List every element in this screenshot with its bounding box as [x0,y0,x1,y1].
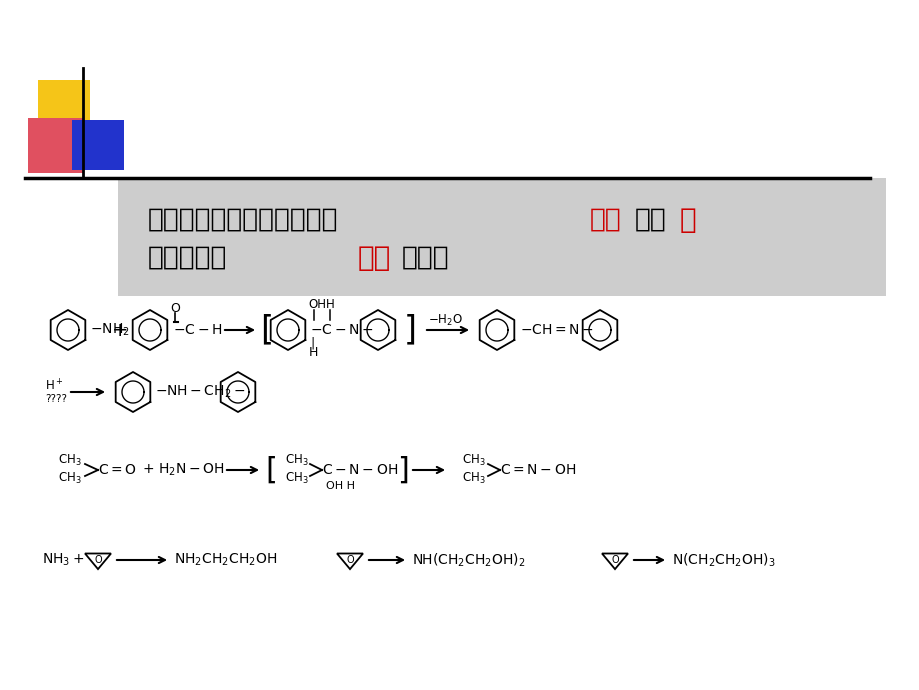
Text: $\mathregular{-NH-CH_2-}$: $\mathregular{-NH-CH_2-}$ [154,384,245,400]
Text: $\mathregular{C=O}$: $\mathregular{C=O}$ [98,463,137,477]
Text: OH H: OH H [325,481,355,491]
Text: ]: ] [403,313,416,346]
Text: O: O [94,555,102,565]
Text: $\mathregular{N(CH_2CH_2OH)_3}$: $\mathregular{N(CH_2CH_2OH)_3}$ [671,551,775,569]
Text: $\mathregular{CH_3}$: $\mathregular{CH_3}$ [58,471,82,486]
Text: 反应。: 反应。 [402,245,449,271]
Text: $\mathregular{-H_2O}$: $\mathregular{-H_2O}$ [427,313,462,328]
Text: O: O [610,555,618,565]
Text: $\mathregular{-NH_2}$: $\mathregular{-NH_2}$ [90,322,130,338]
Text: 氨与双键（或环氧化合物）: 氨与双键（或环氧化合物） [148,207,338,233]
Text: $\mathregular{-C-H}$: $\mathregular{-C-H}$ [173,323,222,337]
Text: [: [ [265,455,277,484]
Text: 生成: 生成 [634,207,666,233]
Text: $\mathregular{C=N-OH}$: $\mathregular{C=N-OH}$ [499,463,575,477]
Text: $\mathregular{CH_3}$: $\mathregular{CH_3}$ [285,471,309,486]
Text: $\mathregular{H^+}$: $\mathregular{H^+}$ [45,378,63,394]
Text: 胺化: 胺化 [357,244,391,272]
Text: O: O [170,302,180,315]
Text: $\mathregular{-CH=N-}$: $\mathregular{-CH=N-}$ [519,323,594,337]
Text: $\mathregular{-C-N-}$: $\mathregular{-C-N-}$ [310,323,373,337]
Text: $\mathregular{CH_3}$: $\mathregular{CH_3}$ [285,453,309,468]
Text: [: [ [260,313,273,346]
Text: 胺: 胺 [679,206,696,234]
Text: 的反应叫做: 的反应叫做 [148,245,227,271]
Text: $\mathregular{C-N-OH}$: $\mathregular{C-N-OH}$ [322,463,398,477]
Text: $\mathregular{+\ H_2N-OH}$: $\mathregular{+\ H_2N-OH}$ [142,462,224,478]
Text: $\mathregular{CH_3}$: $\mathregular{CH_3}$ [58,453,82,468]
Text: OHH: OHH [308,297,335,310]
Text: |: | [311,337,315,350]
Text: $\mathregular{NH_2CH_2CH_2OH}$: $\mathregular{NH_2CH_2CH_2OH}$ [174,552,277,568]
Text: O: O [346,555,354,565]
Text: +: + [111,320,128,339]
Text: H: H [308,346,317,359]
FancyBboxPatch shape [72,120,124,170]
Text: ????: ???? [45,394,67,404]
FancyBboxPatch shape [118,178,885,296]
FancyBboxPatch shape [28,118,83,173]
Text: $\mathregular{NH_3+}$: $\mathregular{NH_3+}$ [42,552,85,568]
Text: $\mathregular{CH_3}$: $\mathregular{CH_3}$ [461,453,485,468]
FancyBboxPatch shape [38,80,90,132]
Text: ]: ] [397,455,408,484]
Text: $\mathregular{CH_3}$: $\mathregular{CH_3}$ [461,471,485,486]
Text: $\mathregular{NH(CH_2CH_2OH)_2}$: $\mathregular{NH(CH_2CH_2OH)_2}$ [412,551,525,569]
Text: 加成: 加成 [589,207,621,233]
